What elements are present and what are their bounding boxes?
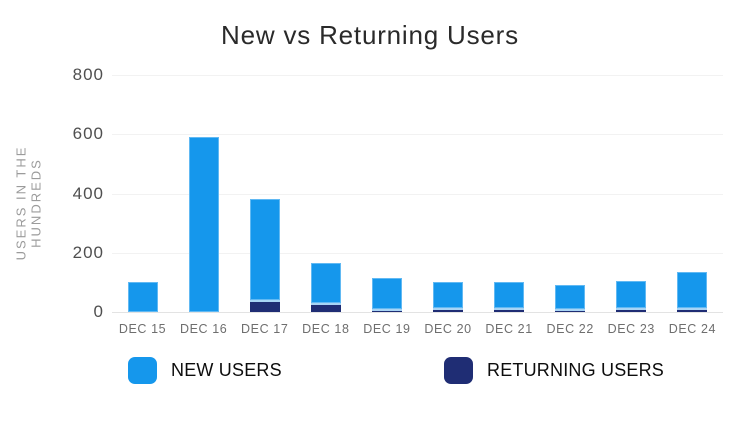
bar-column-dec-20 bbox=[417, 75, 478, 312]
legend-label-returning-users: RETURNING USERS bbox=[487, 360, 665, 380]
bar-column-dec-22 bbox=[540, 75, 601, 312]
bar-segment-returning-users[interactable] bbox=[310, 303, 341, 312]
bar-column-dec-21 bbox=[479, 75, 540, 312]
chart-title: New vs Returning Users bbox=[221, 20, 519, 50]
bar-segment-returning-users[interactable] bbox=[494, 308, 525, 312]
bar-column-dec-19 bbox=[356, 75, 417, 312]
bar-segment-new-users[interactable] bbox=[677, 272, 708, 309]
x-axis-ticks: DEC 15 DEC 16 DEC 17 DEC 18 DEC 19 DEC 20 DEC … bbox=[112, 322, 723, 336]
bar-segment-returning-users[interactable] bbox=[555, 309, 586, 312]
bar-segment-new-users[interactable] bbox=[433, 282, 464, 308]
returning-users-swatch-icon bbox=[444, 357, 473, 384]
bar-dec-15[interactable] bbox=[127, 282, 158, 312]
bar-dec-24[interactable] bbox=[677, 272, 708, 312]
bar-dec-22[interactable] bbox=[555, 285, 586, 312]
x-tick-label-dec-16: DEC 16 bbox=[179, 322, 228, 336]
gridline-800 bbox=[112, 75, 723, 76]
bar-segment-returning-users[interactable] bbox=[616, 307, 647, 312]
x-tick-label-dec-18: DEC 18 bbox=[302, 322, 350, 336]
bar-dec-20[interactable] bbox=[433, 282, 464, 312]
new-users-swatch-icon bbox=[128, 357, 157, 384]
bar-dec-18[interactable] bbox=[310, 263, 341, 312]
y-tick-label-400: 400 bbox=[72, 183, 104, 203]
x-tick-label-dec-24: DEC 24 bbox=[668, 322, 717, 336]
bars-row bbox=[112, 75, 723, 312]
bar-column-dec-18 bbox=[295, 75, 356, 312]
bar-column-dec-23 bbox=[601, 75, 662, 312]
x-tick-label-dec-22: DEC 22 bbox=[546, 322, 594, 336]
bar-segment-returning-users[interactable] bbox=[249, 300, 280, 312]
bar-dec-17[interactable] bbox=[249, 199, 280, 312]
bar-column-dec-15 bbox=[112, 75, 173, 312]
bar-dec-16[interactable] bbox=[188, 137, 219, 312]
gridline-400 bbox=[112, 193, 723, 195]
bar-segment-new-users[interactable] bbox=[127, 282, 158, 312]
x-tick-label-dec-17: DEC 17 bbox=[241, 322, 289, 336]
x-tick-label-dec-21: DEC 21 bbox=[485, 322, 533, 336]
bar-segment-returning-users[interactable] bbox=[433, 307, 464, 312]
bar-dec-23[interactable] bbox=[616, 280, 647, 312]
bar-dec-19[interactable] bbox=[371, 277, 402, 312]
bar-segment-new-users[interactable] bbox=[494, 282, 525, 309]
x-tick-label-dec-20: DEC 20 bbox=[424, 322, 472, 336]
bar-column-dec-24 bbox=[662, 75, 723, 312]
plot-area bbox=[112, 75, 723, 313]
y-tick-label-200: 200 bbox=[72, 242, 104, 262]
legend: NEW USERS RETURNING USERS bbox=[0, 357, 740, 387]
bar-segment-returning-users[interactable] bbox=[677, 308, 708, 312]
bar-dec-21[interactable] bbox=[494, 282, 525, 312]
y-axis-ticks: 800 600 400 200 0 bbox=[0, 65, 104, 321]
gridline-0 bbox=[112, 312, 723, 313]
y-tick-label-0: 0 bbox=[93, 302, 104, 321]
bar-segment-new-users[interactable] bbox=[249, 199, 280, 301]
legend-item-returning-users[interactable]: RETURNING USERS bbox=[444, 357, 664, 384]
bar-segment-new-users[interactable] bbox=[371, 277, 402, 310]
x-tick-label-dec-23: DEC 23 bbox=[607, 322, 655, 336]
gridline-600 bbox=[112, 134, 723, 136]
gridline-200 bbox=[112, 252, 723, 254]
legend-label-new-users: NEW USERS bbox=[171, 360, 282, 380]
bar-column-dec-16 bbox=[173, 75, 234, 312]
legend-item-new-users[interactable]: NEW USERS bbox=[128, 357, 282, 384]
y-tick-label-600: 600 bbox=[72, 124, 104, 144]
x-tick-label-dec-15: DEC 15 bbox=[118, 322, 167, 336]
bar-segment-returning-users[interactable] bbox=[371, 309, 402, 312]
y-tick-label-800: 800 bbox=[72, 65, 104, 84]
x-tick-label-dec-19: DEC 19 bbox=[363, 322, 411, 336]
bar-segment-new-users[interactable] bbox=[616, 280, 647, 308]
bar-column-dec-17 bbox=[234, 75, 295, 312]
bar-segment-new-users[interactable] bbox=[555, 285, 586, 310]
bar-segment-new-users[interactable] bbox=[188, 137, 219, 312]
bar-segment-new-users[interactable] bbox=[310, 263, 341, 304]
